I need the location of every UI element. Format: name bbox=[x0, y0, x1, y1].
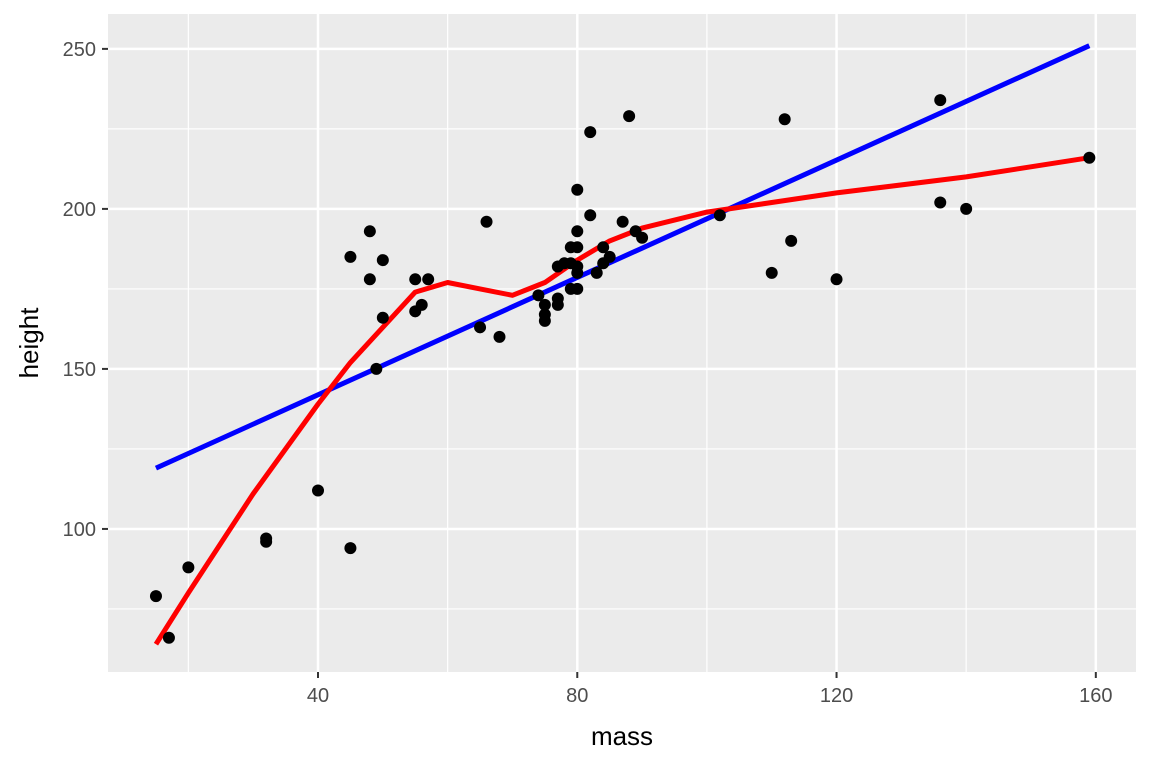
data-point bbox=[934, 94, 947, 107]
data-point bbox=[409, 273, 422, 286]
y-tick-label: 100 bbox=[63, 519, 96, 541]
data-point bbox=[260, 535, 273, 548]
data-point bbox=[603, 250, 616, 263]
data-point bbox=[344, 250, 357, 263]
data-point bbox=[713, 209, 726, 222]
data-point bbox=[538, 308, 551, 321]
data-point bbox=[830, 273, 843, 286]
x-tick-label: 120 bbox=[820, 685, 853, 707]
data-point bbox=[1083, 151, 1096, 164]
loess-fit-line bbox=[153, 155, 1090, 646]
data-point bbox=[778, 113, 791, 126]
data-point bbox=[370, 362, 383, 375]
data-point bbox=[623, 110, 636, 123]
data-point bbox=[312, 484, 325, 497]
y-tick-label: 250 bbox=[63, 39, 96, 61]
x-tick-label: 40 bbox=[307, 685, 329, 707]
data-point bbox=[376, 311, 389, 324]
data-point bbox=[493, 330, 506, 343]
data-point bbox=[422, 273, 435, 286]
data-point bbox=[571, 241, 584, 254]
y-axis-title: height bbox=[14, 307, 44, 379]
data-point bbox=[785, 234, 798, 247]
data-point bbox=[571, 266, 584, 279]
data-point bbox=[636, 231, 649, 244]
data-point bbox=[934, 196, 947, 209]
linear-fit-line bbox=[154, 43, 1091, 471]
data-point bbox=[616, 215, 629, 228]
x-tick-label: 160 bbox=[1079, 685, 1112, 707]
data-point bbox=[149, 590, 162, 603]
data-point bbox=[584, 126, 597, 139]
data-point bbox=[344, 542, 357, 555]
y-tick-label: 150 bbox=[63, 359, 96, 381]
data-point bbox=[363, 225, 376, 238]
data-point bbox=[597, 241, 610, 254]
data-point bbox=[571, 282, 584, 295]
data-point bbox=[415, 298, 428, 311]
data-point bbox=[584, 209, 597, 222]
x-axis-title: mass bbox=[591, 721, 653, 751]
data-point bbox=[960, 202, 973, 215]
y-tick-label: 200 bbox=[63, 199, 96, 221]
data-point bbox=[571, 225, 584, 238]
data-point bbox=[363, 273, 376, 286]
data-point bbox=[532, 289, 545, 302]
data-point bbox=[474, 321, 487, 334]
data-point bbox=[590, 266, 603, 279]
data-point bbox=[480, 215, 493, 228]
data-point bbox=[551, 298, 564, 311]
data-point bbox=[376, 254, 389, 267]
data-point bbox=[162, 631, 175, 644]
data-point bbox=[182, 561, 195, 574]
plot-panel bbox=[108, 14, 1136, 672]
data-point bbox=[571, 183, 584, 196]
data-point bbox=[765, 266, 778, 279]
data-point bbox=[538, 298, 551, 311]
x-tick-label: 80 bbox=[566, 685, 588, 707]
